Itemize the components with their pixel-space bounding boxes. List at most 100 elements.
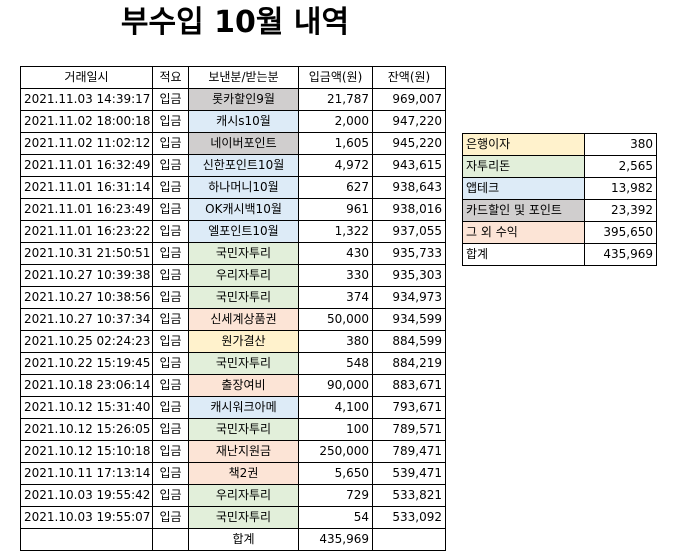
cell: 입금 <box>152 286 189 309</box>
cell: 원가결산 <box>188 330 299 353</box>
cell <box>152 528 189 551</box>
cell: 884,599 <box>372 330 446 353</box>
income-table-body: 거래일시 적요 보낸분/받는분 입금액(원) 잔액(원) 2021.11.03 14:39… <box>20 66 446 551</box>
cell: 입금 <box>152 154 189 177</box>
cell: 국민자투리 <box>188 242 299 265</box>
total-label: 합계 <box>188 528 299 551</box>
cell: 1,605 <box>298 132 373 155</box>
cell: 961 <box>298 198 373 221</box>
cell: 2021.10.27 10:39:38 <box>20 264 153 287</box>
summary-row: 카드할인 및 포인트 23,392 <box>462 199 657 222</box>
cell: 54 <box>298 506 373 529</box>
cell: 국민자투리 <box>188 506 299 529</box>
summary-table-body: 은행이자 380 자투리돈 2,565 앱테크 13,982 카드할인 및 포인트 23,39… <box>462 133 657 266</box>
summary-label: 합계 <box>462 243 585 266</box>
transaction-row: 2021.11.01 16:31:14 입금 하나머니10월 627 938,643 <box>20 176 446 199</box>
cell: 입금 <box>152 374 189 397</box>
cell: 789,471 <box>372 440 446 463</box>
transaction-row: 2021.10.25 02:24:23 입금 원가결산 380 884,599 <box>20 330 446 353</box>
summary-value: 23,392 <box>584 199 657 222</box>
cell: 21,787 <box>298 88 373 111</box>
summary-row: 합계 435,969 <box>462 243 657 266</box>
cell: 1,322 <box>298 220 373 243</box>
cell: 2021.11.01 16:23:22 <box>20 220 153 243</box>
cell: 재난지원금 <box>188 440 299 463</box>
cell: 883,671 <box>372 374 446 397</box>
cell: 2021.10.22 15:19:45 <box>20 352 153 375</box>
cell: 729 <box>298 484 373 507</box>
cell: 입금 <box>152 418 189 441</box>
cell: 938,016 <box>372 198 446 221</box>
cell: 2021.11.01 16:31:14 <box>20 176 153 199</box>
title: 부수입 10월 내역 <box>120 5 350 40</box>
cell: 캐시s10월 <box>188 110 299 133</box>
cell: 입금 <box>152 440 189 463</box>
cell: 캐시워크아메 <box>188 396 299 419</box>
cell: 입금 <box>152 330 189 353</box>
transaction-row: 2021.10.12 15:10:18 입금 재난지원금 250,000 789,471 <box>20 440 446 463</box>
cell: 입금 <box>152 242 189 265</box>
cell: 2021.11.02 18:00:18 <box>20 110 153 133</box>
total-value: 435,969 <box>298 528 373 551</box>
cell: 627 <box>298 176 373 199</box>
cell: 90,000 <box>298 374 373 397</box>
cell: 2021.10.12 15:10:18 <box>20 440 153 463</box>
transaction-row: 2021.10.12 15:26:05 입금 국민자투리 100 789,571 <box>20 418 446 441</box>
column-header: 입금액(원) <box>298 66 373 89</box>
transaction-row: 2021.10.27 10:37:34 입금 신세계상품권 50,000 934,599 <box>20 308 446 331</box>
summary-label: 은행이자 <box>462 133 585 156</box>
transaction-row: 2021.11.01 16:23:49 입금 OK캐시백10월 961 938,016 <box>20 198 446 221</box>
cell: OK캐시백10월 <box>188 198 299 221</box>
transaction-row: 2021.10.03 19:55:42 입금 우리자투리 729 533,821 <box>20 484 446 507</box>
cell: 2021.10.27 10:38:56 <box>20 286 153 309</box>
transaction-row: 2021.11.01 16:32:49 입금 신한포인트10월 4,972 943,61… <box>20 154 446 177</box>
summary-value: 13,982 <box>584 177 657 200</box>
transaction-row: 2021.11.03 14:39:17 입금 롯카할인9월 21,787 969,007 <box>20 88 446 111</box>
cell: 국민자투리 <box>188 418 299 441</box>
cell: 374 <box>298 286 373 309</box>
cell: 2021.10.27 10:37:34 <box>20 308 153 331</box>
cell: 250,000 <box>298 440 373 463</box>
cell: 입금 <box>152 462 189 485</box>
cell: 우리자투리 <box>188 264 299 287</box>
column-header: 거래일시 <box>20 66 153 89</box>
summary-label: 자투리돈 <box>462 155 585 178</box>
cell: 789,571 <box>372 418 446 441</box>
cell: 2021.11.01 16:32:49 <box>20 154 153 177</box>
summary-table: 은행이자 380 자투리돈 2,565 앱테크 13,982 카드할인 및 포인트 23,39… <box>462 133 657 266</box>
cell: 2021.10.31 21:50:51 <box>20 242 153 265</box>
summary-label: 그 외 수익 <box>462 221 585 244</box>
cell: 947,220 <box>372 110 446 133</box>
cell: 입금 <box>152 308 189 331</box>
cell: 국민자투리 <box>188 352 299 375</box>
cell: 4,972 <box>298 154 373 177</box>
column-header: 적요 <box>152 66 189 89</box>
summary-value: 2,565 <box>584 155 657 178</box>
column-header: 보낸분/받는분 <box>188 66 299 89</box>
cell <box>372 528 446 551</box>
summary-row: 앱테크 13,982 <box>462 177 657 200</box>
cell: 입금 <box>152 198 189 221</box>
summary-row: 그 외 수익 395,650 <box>462 221 657 244</box>
cell: 입금 <box>152 132 189 155</box>
summary-row: 은행이자 380 <box>462 133 657 156</box>
summary-value: 395,650 <box>584 221 657 244</box>
cell: 2021.10.11 17:13:14 <box>20 462 153 485</box>
cell: 5,650 <box>298 462 373 485</box>
cell: 937,055 <box>372 220 446 243</box>
cell: 입금 <box>152 396 189 419</box>
cell: 793,671 <box>372 396 446 419</box>
cell: 50,000 <box>298 308 373 331</box>
column-header: 잔액(원) <box>372 66 446 89</box>
cell: 2021.11.01 16:23:49 <box>20 198 153 221</box>
cell: 입금 <box>152 176 189 199</box>
transaction-row: 2021.10.03 19:55:07 입금 국민자투리 54 533,092 <box>20 506 446 529</box>
summary-value: 435,969 <box>584 243 657 266</box>
summary-row: 자투리돈 2,565 <box>462 155 657 178</box>
cell: 2021.10.12 15:31:40 <box>20 396 153 419</box>
cell: 입금 <box>152 110 189 133</box>
transaction-row: 2021.10.27 10:39:38 입금 우리자투리 330 935,303 <box>20 264 446 287</box>
cell: 우리자투리 <box>188 484 299 507</box>
cell: 신한포인트10월 <box>188 154 299 177</box>
